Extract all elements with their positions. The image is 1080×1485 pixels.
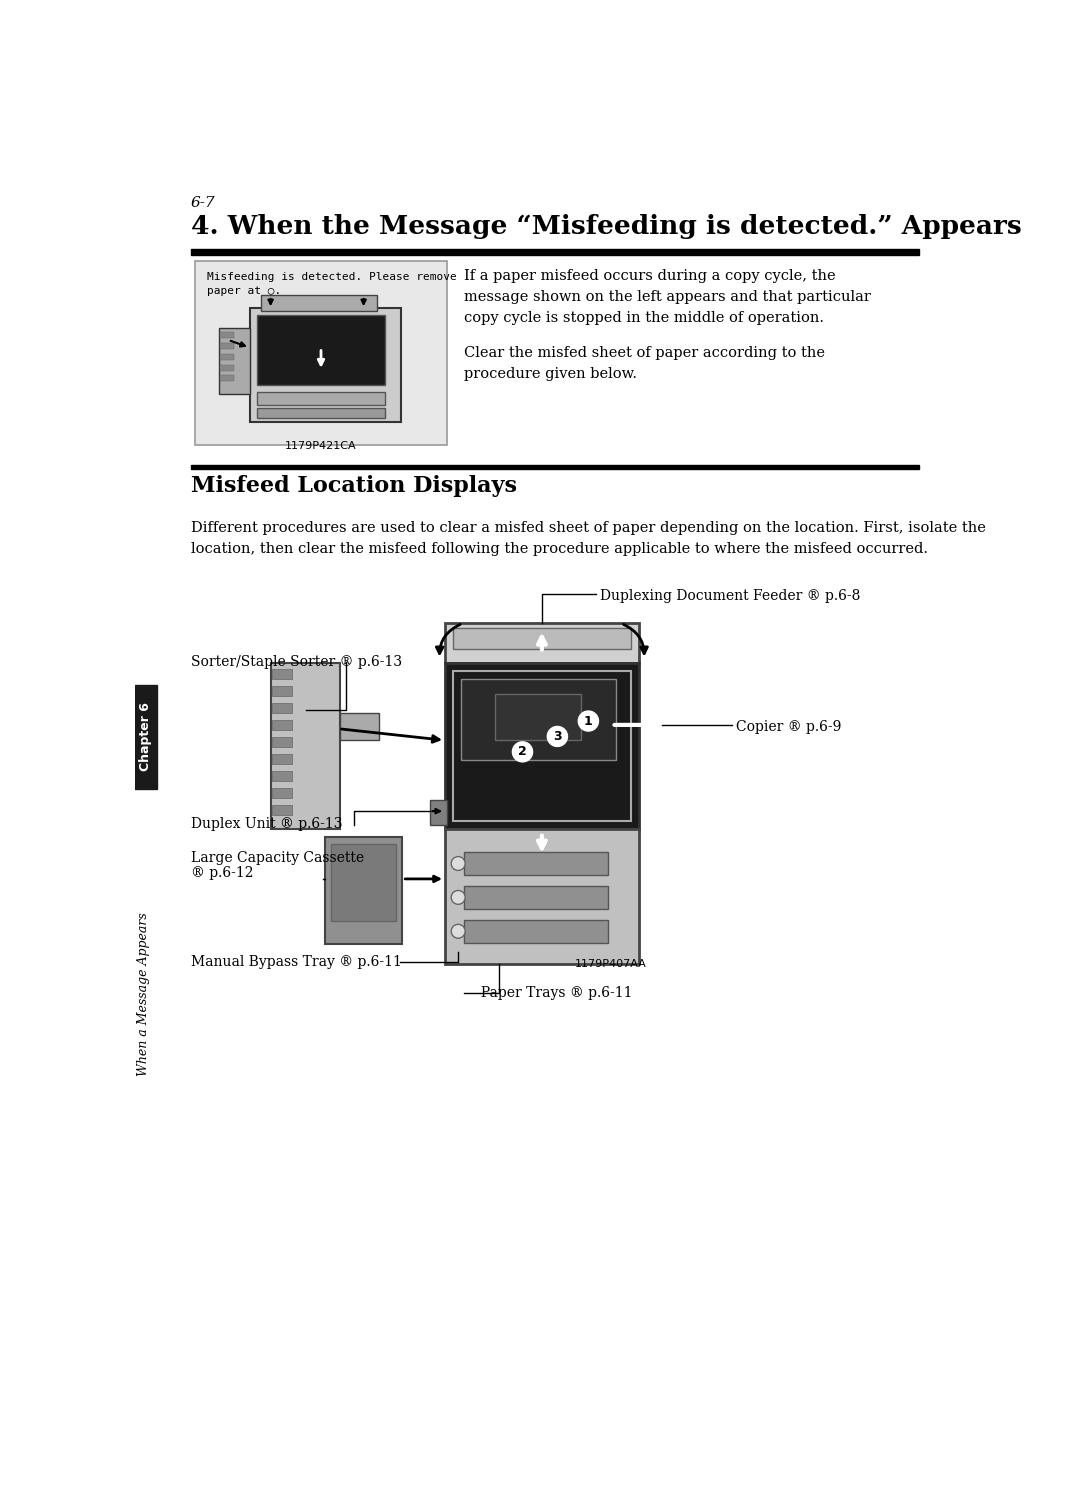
Bar xyxy=(272,737,292,747)
Text: Misfeeding is detected. Please remove
paper at ○.: Misfeeding is detected. Please remove pa… xyxy=(207,272,457,296)
Circle shape xyxy=(451,891,465,904)
Text: ® p.6-12: ® p.6-12 xyxy=(191,866,254,881)
Text: 4. When the Message “Misfeeding is detected.” Appears: 4. When the Message “Misfeeding is detec… xyxy=(191,214,1022,239)
Bar xyxy=(445,664,638,829)
Bar xyxy=(220,333,234,339)
Text: 1: 1 xyxy=(584,714,593,728)
Bar xyxy=(464,852,608,875)
Text: Copier ® p.6-9: Copier ® p.6-9 xyxy=(735,720,841,734)
Text: Duplex Unit ® p.6-13: Duplex Unit ® p.6-13 xyxy=(191,817,342,832)
Bar xyxy=(272,704,292,713)
Text: Clear the misfed sheet of paper according to the
procedure given below.: Clear the misfed sheet of paper accordin… xyxy=(464,346,825,382)
Text: 1179P407AA: 1179P407AA xyxy=(575,959,647,970)
Text: When a Message Appears: When a Message Appears xyxy=(137,912,150,1077)
Text: Sorter/Staple Sorter ® p.6-13: Sorter/Staple Sorter ® p.6-13 xyxy=(191,655,402,668)
Text: Different procedures are used to clear a misfed sheet of paper depending on the : Different procedures are used to clear a… xyxy=(191,521,986,555)
Bar xyxy=(325,836,403,944)
Bar xyxy=(464,919,608,943)
Circle shape xyxy=(548,726,567,747)
Bar xyxy=(220,376,234,382)
Bar xyxy=(453,671,631,821)
Bar xyxy=(272,754,292,765)
Bar xyxy=(260,296,377,310)
Text: 3: 3 xyxy=(553,731,562,742)
Bar xyxy=(218,328,249,394)
Bar xyxy=(257,408,386,419)
Bar xyxy=(271,664,340,829)
Bar xyxy=(272,771,292,781)
Bar xyxy=(220,343,234,349)
Bar xyxy=(445,829,638,964)
Bar xyxy=(272,720,292,731)
Circle shape xyxy=(578,711,598,731)
Bar xyxy=(191,465,919,469)
Text: Manual Bypass Tray ® p.6-11: Manual Bypass Tray ® p.6-11 xyxy=(191,955,402,968)
Text: Misfeed Location Displays: Misfeed Location Displays xyxy=(191,475,517,497)
Text: Large Capacity Cassette: Large Capacity Cassette xyxy=(191,851,364,864)
Bar xyxy=(272,686,292,696)
Bar xyxy=(257,392,386,404)
Bar xyxy=(191,249,919,255)
Circle shape xyxy=(451,857,465,870)
Bar xyxy=(272,789,292,797)
Bar xyxy=(496,693,581,741)
Bar xyxy=(195,261,447,444)
Text: 6-7: 6-7 xyxy=(191,196,215,211)
Bar xyxy=(460,679,616,759)
Bar xyxy=(453,628,631,649)
Bar xyxy=(445,624,638,664)
Bar xyxy=(257,315,386,385)
Bar xyxy=(340,713,379,741)
Bar xyxy=(464,887,608,909)
Circle shape xyxy=(512,742,532,762)
Bar xyxy=(430,800,446,826)
Text: Chapter 6: Chapter 6 xyxy=(139,702,152,771)
Text: —Paper Trays ® p.6-11: —Paper Trays ® p.6-11 xyxy=(467,986,632,999)
Bar xyxy=(272,670,292,680)
Circle shape xyxy=(451,924,465,939)
Bar xyxy=(220,353,234,359)
Bar xyxy=(135,685,157,789)
Text: If a paper misfeed occurs during a copy cycle, the
message shown on the left app: If a paper misfeed occurs during a copy … xyxy=(464,269,872,325)
Text: 2: 2 xyxy=(518,745,527,759)
Text: Duplexing Document Feeder ® p.6-8: Duplexing Document Feeder ® p.6-8 xyxy=(600,590,861,603)
Text: 1179P421CA: 1179P421CA xyxy=(285,441,356,451)
Bar xyxy=(332,845,396,921)
Bar xyxy=(249,307,401,422)
Bar xyxy=(272,805,292,815)
Bar xyxy=(220,364,234,371)
